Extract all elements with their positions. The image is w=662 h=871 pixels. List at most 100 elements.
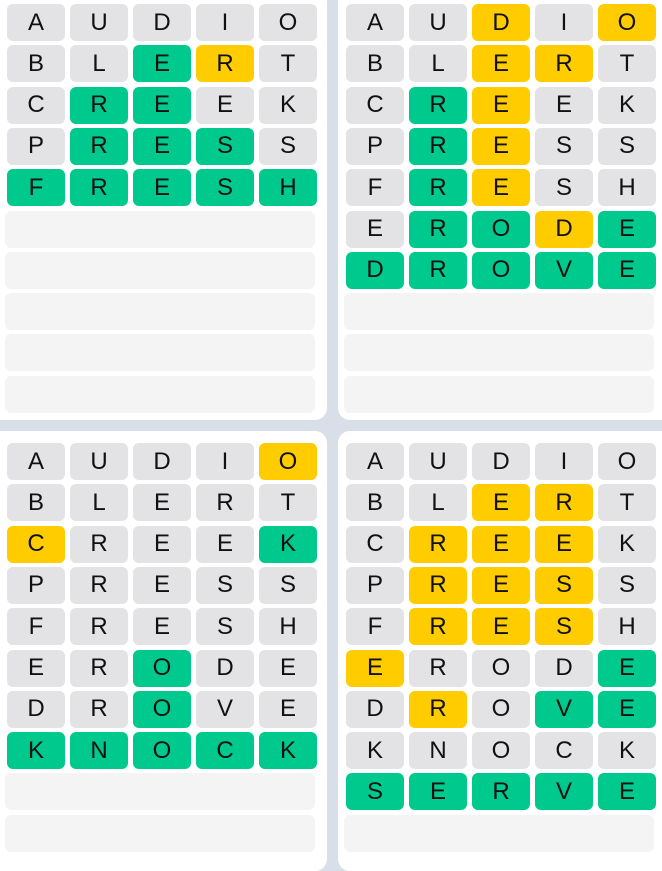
tile-absent: L — [70, 45, 128, 83]
tile-correct: S — [196, 127, 254, 165]
tile-absent: U — [409, 4, 467, 41]
tile-correct: E — [598, 251, 656, 289]
tile-absent: R — [70, 608, 128, 646]
tile-absent: D — [133, 443, 191, 480]
tile-absent: I — [196, 443, 254, 480]
tile-correct: R — [409, 127, 467, 165]
tile-absent: C — [346, 86, 404, 124]
tile-correct: F — [7, 169, 65, 207]
tile-absent: O — [598, 443, 656, 480]
tile-correct: E — [133, 45, 191, 83]
tile-present: E — [346, 649, 404, 687]
tile-correct: O — [472, 210, 530, 248]
empty-row — [344, 375, 654, 413]
tile-absent: E — [133, 608, 191, 646]
tile-present: R — [535, 45, 593, 83]
tile-absent: R — [409, 649, 467, 687]
tile-absent: V — [196, 690, 254, 728]
tile-absent: T — [598, 45, 656, 83]
tile-present: R — [409, 608, 467, 646]
tile-absent: L — [409, 45, 467, 83]
tile-present: E — [472, 45, 530, 83]
tile-correct: E — [133, 86, 191, 124]
tile-absent: P — [346, 127, 404, 165]
tile-present: O — [259, 443, 317, 480]
empty-row — [344, 814, 654, 852]
tile-correct: R — [472, 773, 530, 811]
tile-absent: S — [196, 608, 254, 646]
tile-absent: A — [7, 4, 65, 41]
tile-absent: E — [259, 690, 317, 728]
tile-absent: R — [196, 484, 254, 522]
tile-absent: C — [7, 86, 65, 124]
tile-absent: T — [598, 484, 656, 522]
tile-present: D — [472, 4, 530, 41]
tile-present: C — [7, 525, 65, 563]
tile-present: D — [535, 210, 593, 248]
tile-present: R — [535, 484, 593, 522]
tile-present: R — [409, 690, 467, 728]
tile-absent: C — [346, 525, 404, 563]
tile-absent: E — [346, 210, 404, 248]
tile-absent: O — [472, 690, 530, 728]
tile-absent: S — [598, 566, 656, 604]
tile-absent: D — [7, 690, 65, 728]
tile-correct: E — [598, 649, 656, 687]
tile-present: S — [535, 566, 593, 604]
empty-row — [5, 334, 315, 372]
tile-correct: E — [598, 210, 656, 248]
tile-correct: R — [409, 86, 467, 124]
tile-absent: D — [133, 4, 191, 41]
tile-correct: D — [346, 251, 404, 289]
tile-absent: I — [196, 4, 254, 41]
tile-absent: K — [346, 732, 404, 770]
tile-absent: F — [346, 608, 404, 646]
empty-row — [5, 773, 315, 811]
tile-absent: B — [7, 45, 65, 83]
tile-absent: P — [7, 127, 65, 165]
tile-absent: K — [259, 86, 317, 124]
tile-correct: K — [7, 732, 65, 770]
tile-absent: H — [259, 608, 317, 646]
empty-row — [5, 293, 315, 331]
tile-present: E — [472, 608, 530, 646]
tile-correct: E — [598, 773, 656, 811]
tile-correct: R — [409, 169, 467, 207]
tile-present: E — [472, 566, 530, 604]
tile-correct: O — [472, 251, 530, 289]
tile-present: E — [535, 525, 593, 563]
tile-absent: R — [70, 566, 128, 604]
tile-correct: V — [535, 251, 593, 289]
tile-absent: T — [259, 45, 317, 83]
tile-correct: E — [133, 127, 191, 165]
tile-correct: O — [133, 690, 191, 728]
tile-absent: O — [472, 732, 530, 770]
tile-correct: E — [133, 169, 191, 207]
tile-absent: H — [598, 169, 656, 207]
tile-correct: R — [409, 210, 467, 248]
empty-row — [5, 375, 315, 413]
tile-absent: D — [472, 443, 530, 480]
tile-correct: O — [133, 732, 191, 770]
tile-absent: S — [259, 127, 317, 165]
empty-row — [344, 293, 654, 331]
tile-correct: R — [70, 169, 128, 207]
tile-correct: O — [133, 649, 191, 687]
tile-correct: E — [598, 690, 656, 728]
tile-absent: E — [133, 566, 191, 604]
